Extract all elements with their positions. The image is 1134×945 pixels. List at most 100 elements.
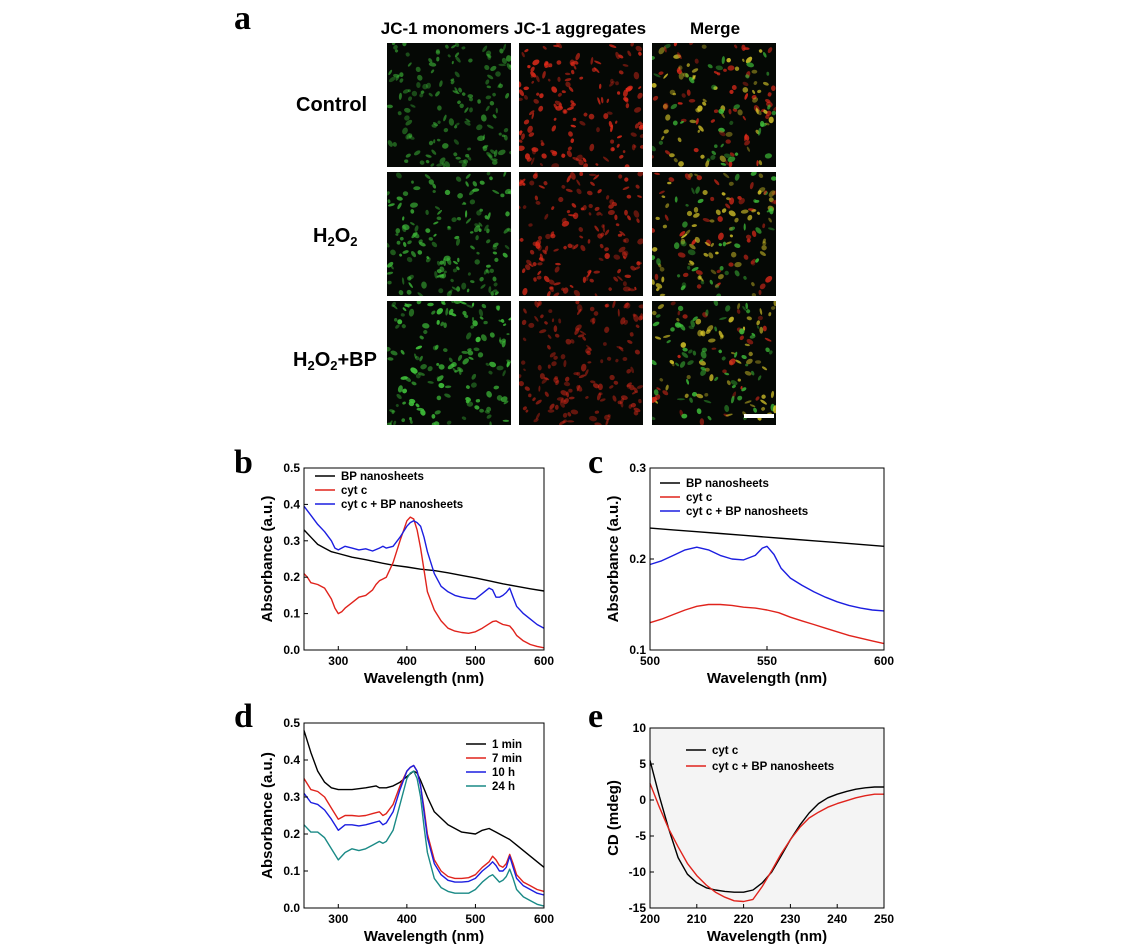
cell-blob — [452, 268, 458, 273]
cell-blob — [554, 266, 560, 273]
cell-blob — [554, 404, 559, 410]
cell-blob — [469, 189, 475, 196]
cell-blob — [437, 120, 441, 124]
cell-blob — [720, 162, 727, 166]
y-tick-label: 0.4 — [283, 497, 300, 511]
cell-blob — [767, 92, 772, 97]
cell-blob — [711, 150, 717, 156]
cell-blob — [747, 214, 753, 221]
cell-blob — [769, 207, 774, 215]
cell-blob — [652, 279, 655, 285]
cell-blob — [753, 199, 757, 203]
plot-background — [650, 728, 884, 908]
cell-blob — [433, 221, 439, 225]
cell-blob — [480, 114, 487, 122]
cell-blob — [523, 119, 530, 125]
cell-blob — [771, 190, 776, 196]
cell-blob — [545, 233, 551, 240]
cell-blob — [428, 92, 433, 97]
cell-blob — [704, 392, 709, 397]
cell-blob — [605, 418, 609, 425]
series-line-3 — [303, 505, 545, 629]
legend-label-1: BP nanosheets — [341, 471, 424, 483]
cell-blob — [477, 135, 485, 142]
cell-blob — [489, 176, 493, 181]
cell-blob — [474, 405, 480, 410]
cell-blob — [556, 397, 564, 401]
cell-blob — [471, 317, 475, 322]
cell-blob — [688, 98, 696, 103]
cell-blob — [537, 245, 542, 251]
cell-blob — [637, 238, 643, 245]
series-line-2 — [649, 603, 885, 645]
cell-blob — [589, 143, 595, 152]
cell-blob — [540, 314, 544, 319]
cell-blob — [734, 261, 742, 268]
cell-blob — [586, 350, 591, 356]
cell-blob — [604, 414, 611, 421]
cell-blob — [575, 301, 580, 305]
cell-blob — [703, 252, 709, 257]
cell-blob — [665, 384, 669, 391]
cell-blob — [638, 304, 643, 309]
cell-blob — [505, 211, 510, 217]
y-tick-label: 10 — [633, 721, 647, 735]
cell-blob — [439, 157, 446, 164]
cell-blob — [655, 314, 661, 318]
y-tick-label: 0.1 — [283, 607, 300, 621]
cell-blob — [626, 382, 632, 388]
cell-blob — [764, 153, 772, 159]
cell-blob — [466, 304, 473, 309]
cell-blob — [485, 50, 492, 57]
legend-label-1: BP nanosheets — [686, 478, 769, 490]
cell-blob — [563, 381, 571, 387]
cell-blob — [696, 393, 704, 399]
cell-blob — [609, 44, 617, 49]
cell-blob — [391, 410, 395, 415]
x-tick-label: 200 — [640, 912, 660, 926]
cell-blob — [492, 158, 498, 161]
cell-blob — [553, 282, 561, 286]
cell-blob — [397, 202, 402, 210]
cell-blob — [694, 173, 699, 177]
cell-blob — [579, 121, 586, 126]
cell-blob — [714, 284, 720, 289]
cell-blob — [519, 130, 523, 136]
cell-blob — [661, 276, 665, 283]
cell-blob — [687, 249, 696, 256]
cell-blob — [692, 350, 697, 356]
cell-blob — [582, 336, 586, 341]
cell-blob — [570, 339, 575, 344]
x-tick-label: 250 — [874, 912, 894, 926]
cell-blob — [410, 202, 418, 208]
cell-blob — [528, 223, 533, 227]
cell-blob — [546, 290, 551, 296]
cell-blob — [401, 277, 405, 285]
cell-blob — [773, 200, 776, 205]
cell-blob — [715, 65, 723, 71]
cell-blob — [727, 65, 735, 71]
cell-blob — [572, 157, 580, 161]
cell-blob — [724, 153, 732, 159]
cell-blob — [618, 346, 624, 352]
cell-blob — [723, 68, 727, 72]
cell-blob — [504, 245, 510, 250]
cell-blob — [679, 361, 686, 368]
cell-blob — [481, 303, 487, 309]
cell-blob — [416, 82, 421, 88]
cell-blob — [415, 373, 421, 379]
cell-blob — [553, 355, 558, 360]
cell-blob — [555, 105, 564, 111]
cell-blob — [448, 308, 454, 315]
cell-blob — [478, 308, 484, 317]
cell-blob — [696, 284, 702, 289]
cell-blob — [766, 208, 773, 213]
cell-blob — [505, 55, 511, 62]
cell-blob — [610, 124, 614, 133]
cell-blob — [622, 356, 628, 362]
cell-blob — [566, 420, 575, 423]
cell-blob — [420, 409, 426, 416]
cell-blob — [414, 353, 417, 359]
cell-blob — [689, 43, 694, 46]
